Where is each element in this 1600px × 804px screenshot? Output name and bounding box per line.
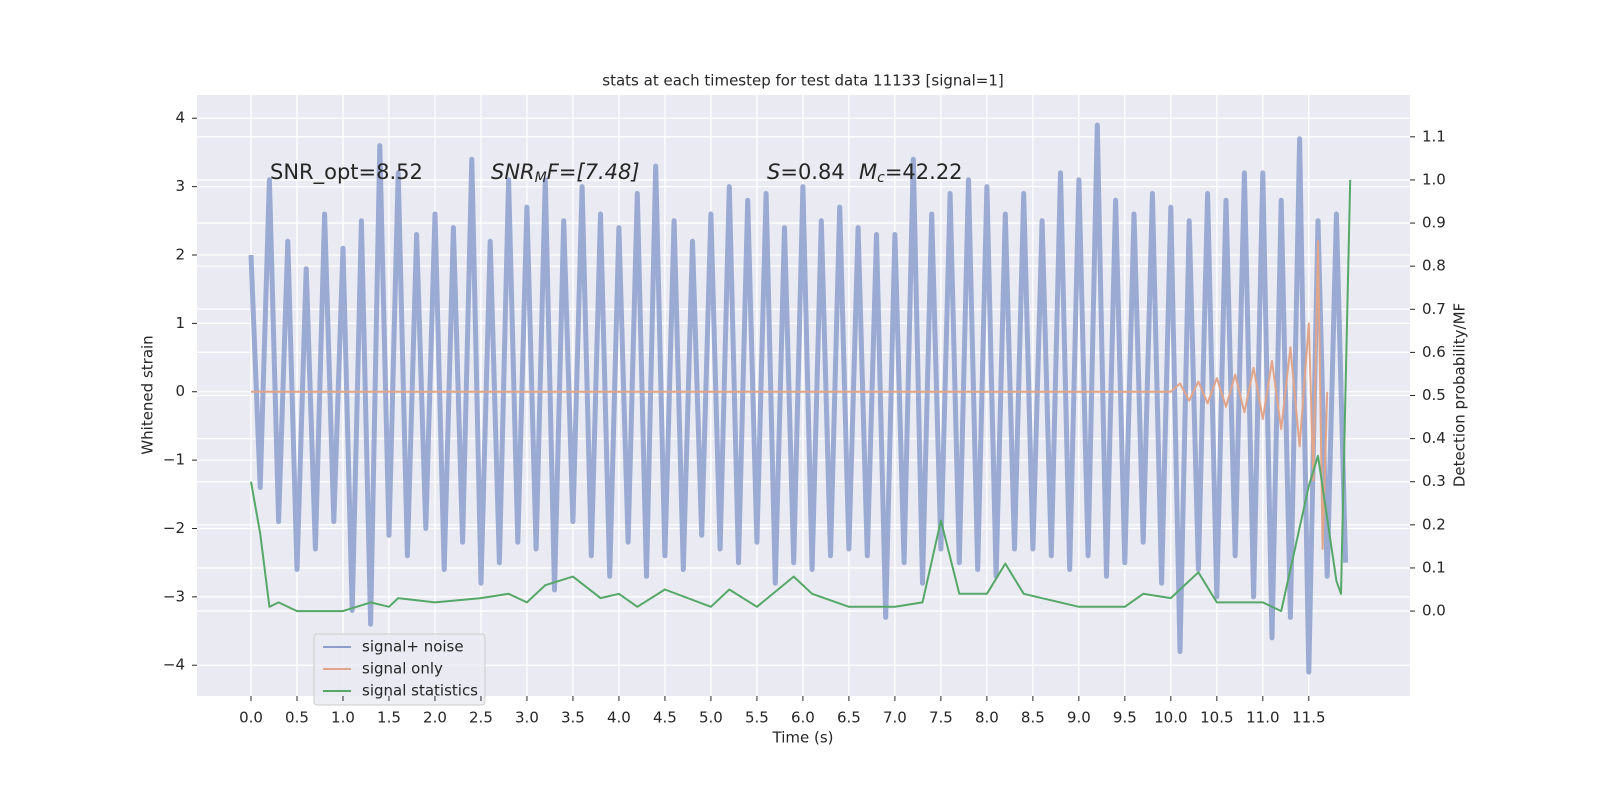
x-tick-label: 7.5	[929, 709, 953, 727]
y-axis-label: Whitened strain	[139, 335, 157, 454]
y-tick-label: 3	[175, 177, 185, 195]
x-tick-label: 2.5	[469, 709, 493, 727]
y2-tick-label: 1.0	[1422, 170, 1446, 188]
annotation-part: c	[877, 170, 885, 186]
y2-tick-label: 0.5	[1422, 386, 1446, 404]
x-tick-label: 3.5	[561, 709, 585, 727]
x-tick-label: 8.0	[975, 709, 999, 727]
annotation: S=0.84	[767, 160, 845, 184]
x-tick-label: 3.0	[515, 709, 539, 727]
x-tick-label: 5.0	[699, 709, 723, 727]
annotation: Mc=42.22	[859, 160, 963, 186]
x-tick-label: 9.5	[1113, 709, 1137, 727]
x-tick-label: 6.0	[791, 709, 815, 727]
series-line	[250, 179, 1352, 613]
y2-tick-label: 0.3	[1422, 472, 1446, 490]
x-tick-label: 0.5	[285, 709, 309, 727]
x-tick-label: 10.0	[1154, 709, 1187, 727]
annotation-part: SNR_opt=8.52	[270, 160, 423, 185]
y-tick-label: −2	[163, 519, 185, 537]
legend-label: signal+ noise	[362, 638, 464, 656]
y-tick-label: 1	[175, 314, 185, 332]
y2-axis-label: Detection probability/MF	[1451, 303, 1469, 487]
annotation: SNRMF=[7.48]	[491, 160, 640, 186]
annotation-part: =0.84	[780, 160, 844, 184]
annotation-part: F=[7.48]	[547, 160, 640, 184]
x-tick-label: 1.5	[377, 709, 401, 727]
series-line	[251, 240, 1329, 550]
x-tick-label: 11.5	[1292, 709, 1325, 727]
x-tick-label: 2.0	[423, 709, 447, 727]
x-tick-label: 6.5	[837, 709, 861, 727]
legend-label: signal only	[362, 660, 443, 678]
x-tick-label: 10.5	[1200, 709, 1233, 727]
legend: signal+ noise signal only signal statistic…	[313, 633, 486, 706]
y2-tick-label: 0.6	[1422, 343, 1446, 361]
y2-tick-label: 0.0	[1422, 602, 1446, 620]
y-tick-label: −3	[163, 587, 185, 605]
y2-tick-label: 0.8	[1422, 257, 1446, 275]
y2-tick-label: 0.7	[1422, 300, 1446, 318]
chart-title: stats at each timestep for test data 111…	[602, 72, 1003, 90]
x-axis-label: Time (s)	[772, 729, 834, 747]
annotation-part: =42.22	[885, 160, 963, 184]
x-tick-label: 0.0	[239, 709, 263, 727]
y2-tick-label: 0.2	[1422, 515, 1446, 533]
y-tick-label: 0	[175, 382, 185, 400]
legend-box	[313, 633, 486, 706]
y-tick-label: 2	[175, 245, 185, 263]
series-line	[248, 122, 1349, 675]
x-tick-label: 9.0	[1067, 709, 1091, 727]
y2-tick-label: 0.4	[1422, 429, 1446, 447]
x-tick-label: 4.5	[653, 709, 677, 727]
legend-label: signal statistics	[362, 682, 478, 700]
annotation-part: M	[535, 170, 547, 186]
y-tick-label: −4	[163, 656, 185, 674]
y2-tick-label: 0.9	[1422, 214, 1446, 232]
y2-tick-label: 0.1	[1422, 558, 1446, 576]
x-tick-label: 11.0	[1246, 709, 1279, 727]
annotation-part: S	[767, 160, 780, 184]
y2-tick-label: 1.1	[1422, 127, 1446, 145]
annotation-part: SNR	[491, 160, 535, 184]
x-tick-label: 4.0	[607, 709, 631, 727]
marks	[248, 122, 1352, 675]
x-tick-label: 5.5	[745, 709, 769, 727]
x-tick-label: 7.0	[883, 709, 907, 727]
y-tick-label: −1	[163, 451, 185, 469]
x-tick-label: 1.0	[331, 709, 355, 727]
annotation: SNR_opt=8.52	[270, 160, 423, 185]
annotation-part: M	[859, 160, 877, 184]
x-tick-label: 8.5	[1021, 709, 1045, 727]
y-tick-label: 4	[175, 109, 185, 127]
